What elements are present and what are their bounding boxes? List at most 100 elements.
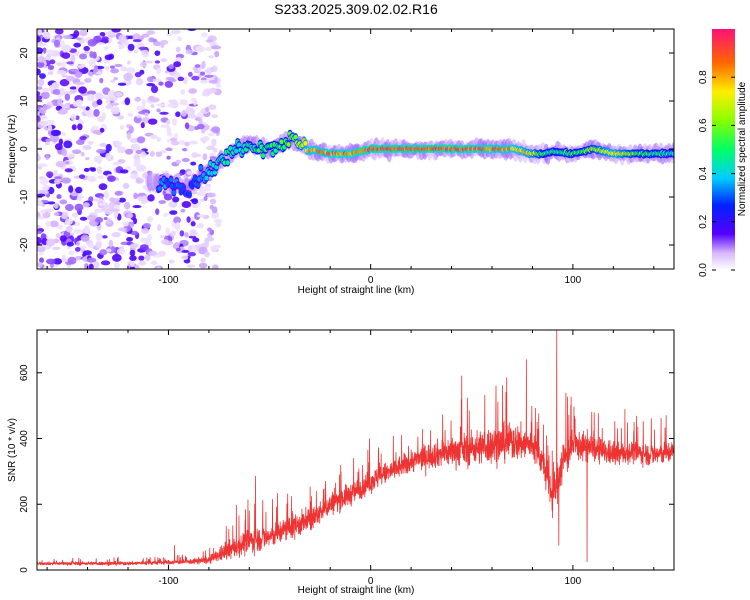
spectrogram-speckle xyxy=(83,50,90,54)
spectrogram-speckle xyxy=(175,111,181,118)
spectrogram-speckle xyxy=(198,118,203,124)
spectrogram-speckle xyxy=(82,250,92,256)
spectrogram-speckle xyxy=(61,52,71,59)
spectrogram-speckle xyxy=(190,161,197,166)
spectrogram-speckle xyxy=(66,241,75,247)
spectrogram-speckle xyxy=(171,29,181,35)
spectrogram-speckle xyxy=(45,258,56,265)
spectrogram-speckle xyxy=(122,221,129,227)
spectrogram-speckle xyxy=(179,100,188,106)
spectrogram-speckle xyxy=(185,49,194,55)
spectrogram-speckle xyxy=(129,138,139,144)
spectrogram-speckle xyxy=(99,77,104,84)
spectrogram-speckle xyxy=(83,167,90,173)
spectrogram-speckle xyxy=(75,255,83,261)
spectrogram-speckle xyxy=(168,259,175,264)
ridge-core xyxy=(286,142,291,147)
colorbar-tick-label: 0.6 xyxy=(698,118,709,132)
spectrogram-speckle xyxy=(117,227,127,232)
y-tick-label: 0 xyxy=(19,146,30,152)
spectrogram-speckle xyxy=(160,42,165,48)
spectrogram-speckle xyxy=(78,86,88,94)
colorbar-tick-label: 0.2 xyxy=(698,214,709,228)
ridge-core xyxy=(195,182,201,188)
spectrogram-speckle xyxy=(64,168,73,173)
spectrogram-speckle xyxy=(44,208,54,213)
x-tick-label: -100 xyxy=(158,275,178,286)
spectrogram-speckle xyxy=(40,115,48,120)
spectrogram-speckle xyxy=(138,260,147,266)
ridge-core xyxy=(233,148,239,154)
spectrogram-speckle xyxy=(211,126,221,134)
spectrogram-speckle xyxy=(196,191,207,197)
spectrogram-speckle xyxy=(111,231,121,238)
snr-x-ticks: -100 0 100 xyxy=(46,330,655,587)
spectrogram-speckle xyxy=(152,78,162,83)
spectrogram-speckle xyxy=(205,46,213,51)
spectrogram-speckle xyxy=(50,129,61,137)
spectrogram-speckle xyxy=(113,262,120,269)
spectrogram-speckle xyxy=(79,245,87,250)
spectrogram-speckle xyxy=(64,93,71,101)
spectrogram-speckle xyxy=(181,109,187,117)
spectrogram-speckle xyxy=(97,42,106,46)
spectrogram-speckle xyxy=(72,149,82,155)
spectrogram-speckle xyxy=(37,236,42,244)
spectrogram-speckle xyxy=(75,186,83,194)
spectrogram-y-ticks: 20 10 0 -10 -20 xyxy=(19,47,674,252)
spectrogram-speckle xyxy=(63,140,73,149)
spectrogram-speckle xyxy=(42,184,50,191)
spectrogram-speckle xyxy=(110,65,115,69)
spectrogram-speckle xyxy=(175,247,181,252)
spectrogram-speckle xyxy=(37,36,41,43)
spectrogram-speckle xyxy=(74,203,84,212)
spectrogram-speckle xyxy=(40,209,46,215)
ridge-core xyxy=(181,185,187,191)
spectrogram-speckle xyxy=(113,210,119,219)
spectrogram-speckle xyxy=(79,216,88,221)
spectrogram-speckle xyxy=(59,87,65,96)
spectrogram-speckle xyxy=(184,232,189,238)
spectrogram-speckle xyxy=(98,183,108,191)
spectrogram-speckle xyxy=(146,30,156,35)
colorbar-ticks: 0.0 0.2 0.4 0.6 0.8 xyxy=(698,70,735,277)
x-tick-label: 100 xyxy=(565,576,582,587)
spectrogram-speckle xyxy=(86,90,97,95)
spectrogram-speckle xyxy=(191,198,199,205)
spectrogram-speckle xyxy=(129,173,139,180)
snr-y-label: SNR (10 * v/v) xyxy=(7,418,18,482)
spectrogram-speckle xyxy=(134,97,142,102)
spectrogram-speckle xyxy=(175,221,180,229)
spectrogram-x-ticks: -100 0 100 xyxy=(46,29,655,286)
spectrogram-speckle xyxy=(93,198,103,202)
colorbar-tick-label: 0.0 xyxy=(698,263,709,277)
colorbar-tick-label: 0.4 xyxy=(698,166,709,180)
spectrogram-speckle xyxy=(65,161,70,165)
spectrogram-speckle xyxy=(161,239,169,245)
spectrogram-speckle xyxy=(70,55,76,64)
spectrogram-speckle xyxy=(37,153,40,161)
spectrogram-speckle xyxy=(141,117,151,124)
spectrogram-speckle xyxy=(209,204,214,210)
spectrogram-speckle xyxy=(173,133,179,139)
spectrogram-speckle xyxy=(190,97,197,102)
figure-title: S233.2025.309.02.02.R16 xyxy=(274,1,438,17)
spectrogram-speckle xyxy=(53,39,60,48)
spectrogram-speckle xyxy=(85,106,90,111)
spectrogram-speckle xyxy=(212,264,219,269)
spectrogram-speckle xyxy=(199,79,209,84)
spectrogram-speckle xyxy=(134,71,142,78)
spectrogram-speckle xyxy=(39,73,46,79)
spectrogram-speckle xyxy=(148,250,158,256)
spectrogram-speckle xyxy=(37,230,43,235)
spectrogram-speckle xyxy=(53,202,59,209)
spectrogram-speckle xyxy=(156,137,162,142)
spectrogram-speckle xyxy=(137,110,146,115)
spectrogram-speckle xyxy=(78,174,86,179)
spectrogram-speckle xyxy=(140,227,150,234)
spectrogram-speckle xyxy=(89,51,94,58)
spectrogram-speckle xyxy=(61,74,68,78)
spectrogram-speckle xyxy=(119,169,129,174)
spectrogram-speckle xyxy=(165,147,173,152)
spectrogram-speckle xyxy=(132,39,142,43)
